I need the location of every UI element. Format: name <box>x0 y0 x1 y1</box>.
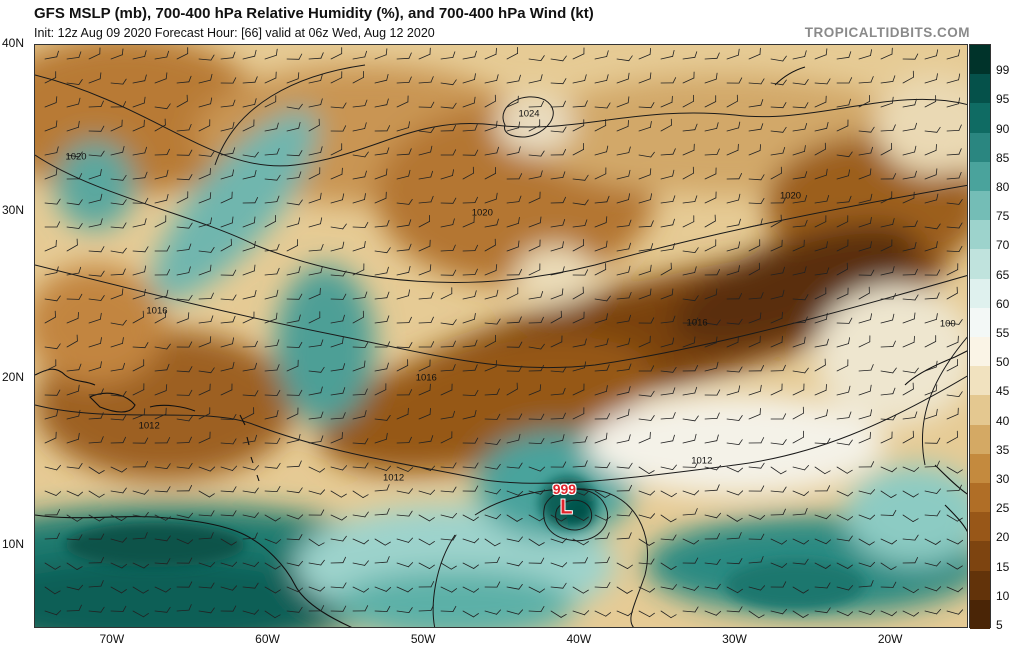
latitude-label: 30N <box>2 202 25 217</box>
colorbar-segment <box>970 366 990 396</box>
colorbar-segment <box>970 395 990 426</box>
colorbar-label: 15 <box>996 559 1010 574</box>
isobar-label: 1020 <box>65 151 87 163</box>
colorbar-segment <box>970 103 990 134</box>
isobar-label: 1012 <box>383 472 405 484</box>
chart-title: GFS MSLP (mb), 700-400 hPa Relative Humi… <box>34 5 594 22</box>
colorbar-segment <box>970 45 990 75</box>
latitude-label: 40N <box>2 36 25 50</box>
colorbar-segment <box>970 453 990 484</box>
colorbar-label: 30 <box>996 472 1010 487</box>
colorbar-segment <box>970 191 990 221</box>
colorbar-label: 95 <box>996 92 1010 107</box>
wind-barbs <box>44 47 963 619</box>
longitude-label: 60W <box>255 632 280 646</box>
map-plot-area <box>34 44 968 628</box>
colorbar-segment <box>970 599 990 630</box>
colorbar-label: 20 <box>996 530 1010 545</box>
isobar-label: 1012 <box>138 420 160 432</box>
isobar-label: 1024 <box>518 108 540 120</box>
colorbar-label: 25 <box>996 501 1010 516</box>
colorbar-label: 60 <box>996 296 1010 311</box>
isobar-lines <box>35 64 967 627</box>
colorbar-label: 90 <box>996 121 1010 136</box>
brand-watermark: TROPICALTIDBITS.COM <box>804 25 970 40</box>
colorbar-label: 35 <box>996 442 1010 457</box>
colorbar-label: 10 <box>996 588 1010 603</box>
colorbar-label: 99 <box>996 63 1010 78</box>
colorbar-label: 40 <box>996 413 1010 428</box>
colorbar-label: 65 <box>996 267 1010 282</box>
colorbar-segment <box>970 307 990 338</box>
colorbar-segment <box>970 74 990 104</box>
colorbar-segment <box>970 220 990 250</box>
longitude-label: 50W <box>410 632 436 646</box>
longitude-label: 20W <box>877 632 903 646</box>
colorbar-segment <box>970 541 990 572</box>
chart-subtitle: Init: 12z Aug 09 2020 Forecast Hour: [66… <box>34 26 435 40</box>
humidity-field <box>35 45 967 627</box>
colorbar-segment <box>970 132 990 163</box>
longitude-label: 30W <box>722 632 747 646</box>
isobar-label: 1016 <box>686 317 708 329</box>
colorbar-segment <box>970 278 990 309</box>
isobar-label: 1020 <box>779 190 802 202</box>
low-pressure-value: 999 <box>552 480 577 497</box>
isobar-label: 1016 <box>415 372 437 384</box>
humidity-detail <box>65 477 865 610</box>
isobar-label: 1012 <box>691 455 713 467</box>
colorbar-segment <box>970 424 990 455</box>
colorbar-label: 45 <box>996 384 1010 399</box>
colorbar-label: 80 <box>996 180 1010 195</box>
colorbar-segment <box>970 512 990 542</box>
colorbar <box>969 44 991 630</box>
isobar-label: 1020 <box>471 207 493 219</box>
map-canvas <box>35 45 967 627</box>
longitude-label: 40W <box>566 632 592 646</box>
colorbar-label: 55 <box>996 326 1010 341</box>
colorbar-segment <box>970 249 990 280</box>
latitude-label: 10N <box>2 536 25 551</box>
colorbar-label: 50 <box>996 355 1010 370</box>
colorbar-label: 70 <box>996 238 1010 253</box>
latitude-label: 20N <box>2 369 25 384</box>
isobar-label: 100 <box>939 318 956 330</box>
colorbar-segment <box>970 483 990 513</box>
colorbar-segment <box>970 570 990 601</box>
isobar-label: 1016 <box>146 305 168 317</box>
low-pressure-symbol: L <box>560 496 573 519</box>
colorbar-segment <box>970 337 990 367</box>
colorbar-label: 75 <box>996 209 1010 224</box>
colorbar-label: 85 <box>996 150 1010 165</box>
colorbar-label: 5 <box>996 618 1003 633</box>
colorbar-segment <box>970 161 990 192</box>
longitude-label: 70W <box>99 632 125 646</box>
